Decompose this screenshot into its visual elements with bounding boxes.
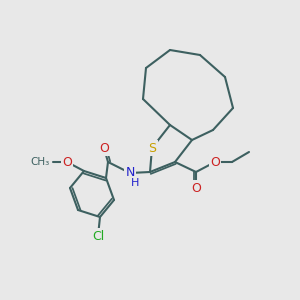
Text: Cl: Cl xyxy=(92,230,104,242)
Text: CH₃: CH₃ xyxy=(31,157,50,167)
Text: N: N xyxy=(125,167,135,179)
Text: S: S xyxy=(148,142,156,154)
Text: O: O xyxy=(191,182,201,194)
Text: O: O xyxy=(62,155,72,169)
Text: O: O xyxy=(210,155,220,169)
Text: H: H xyxy=(131,178,139,188)
Text: O: O xyxy=(99,142,109,154)
